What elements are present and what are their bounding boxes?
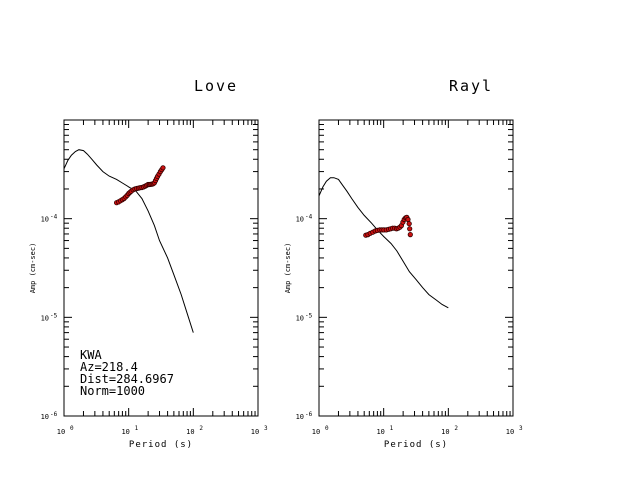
normalization: Norm=1000 [80, 384, 145, 398]
love-x-tick-label: 10 [251, 428, 259, 436]
rayl-x-tick-exponent: 2 [454, 425, 458, 432]
love-x-tick-exponent: 2 [199, 425, 203, 432]
rayl-data-point [407, 232, 413, 238]
love-title: Love [194, 77, 238, 95]
love-x-tick-label: 10 [186, 428, 194, 436]
rayl-panel: Rayl Period (s) Amp (cm-sec) 10 0 10 1 10 2 10… [284, 77, 523, 450]
love-x-tick-label: 10 [57, 428, 65, 436]
love-y-tick-exponent: -6 [50, 411, 58, 418]
love-x-tick-exponent: 1 [135, 425, 139, 432]
station-info: KWA Az=218.4 Dist=284.6967 Norm=1000 [80, 348, 174, 398]
love-y-tick-label: 10 [41, 413, 49, 421]
love-x-tick-label: 10 [121, 428, 129, 436]
love-model-curve [63, 149, 194, 333]
rayl-data-point [406, 221, 412, 227]
rayl-x-tick-label: 10 [441, 428, 449, 436]
rayl-y-tick-exponent: -6 [305, 411, 313, 418]
love-plot-frame [63, 119, 259, 417]
rayl-x-tick-label: 10 [312, 428, 320, 436]
rayl-title: Rayl [449, 77, 493, 95]
station-code: KWA [80, 348, 102, 362]
love-y-tick-exponent: -4 [50, 214, 58, 221]
rayl-x-axis-label: Period (s) [384, 440, 448, 450]
love-panel: Love Period (s) Amp (cm-sec) 10 0 10 1 10 2 10… [29, 77, 268, 450]
rayl-y-tick-label: 10 [296, 413, 304, 421]
azimuth: Az=218.4 [80, 360, 138, 374]
rayl-x-tick-exponent: 0 [325, 425, 329, 432]
rayl-x-tick-exponent: 3 [519, 425, 523, 432]
rayl-y-tick-label: 10 [296, 216, 304, 224]
rayl-data-point [405, 216, 411, 223]
love-data-point [160, 165, 166, 171]
love-x-axis-label: Period (s) [129, 440, 193, 450]
distance: Dist=284.6967 [80, 372, 174, 386]
love-x-tick-exponent: 0 [70, 425, 74, 432]
rayl-data-point [407, 226, 413, 232]
love-y-axis-label: Amp (cm-sec) [29, 243, 37, 294]
love-y-tick-label: 10 [41, 216, 49, 224]
rayl-y-tick-exponent: -4 [305, 214, 313, 221]
rayl-y-tick-exponent: -5 [305, 312, 313, 319]
rayl-model-curve [318, 177, 449, 309]
love-y-tick-exponent: -5 [50, 312, 58, 319]
rayl-x-tick-label: 10 [376, 428, 384, 436]
love-y-tick-label: 10 [41, 314, 49, 322]
rayl-y-axis-label: Amp (cm-sec) [284, 243, 292, 294]
rayl-x-tick-label: 10 [506, 428, 514, 436]
love-x-tick-exponent: 3 [264, 425, 268, 432]
rayl-y-tick-label: 10 [296, 314, 304, 322]
rayl-x-tick-exponent: 1 [390, 425, 394, 432]
rayl-plot-frame [318, 119, 514, 417]
